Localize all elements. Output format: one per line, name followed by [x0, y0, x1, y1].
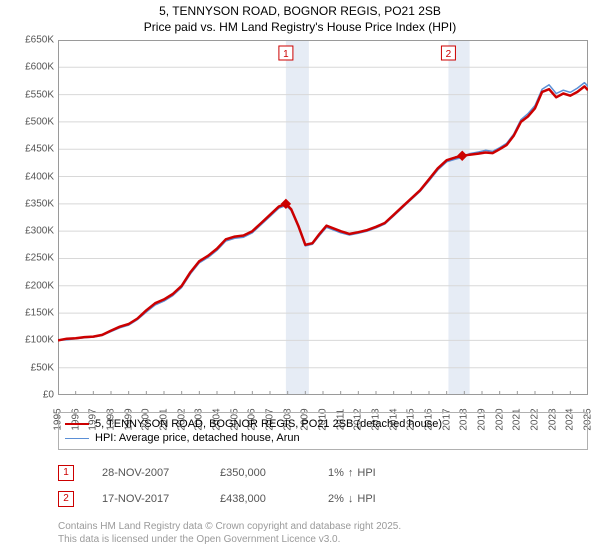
legend-swatch [65, 438, 89, 439]
transaction-row: 2 17-NOV-2017 £438,000 2% ↓HPI [58, 486, 588, 512]
title-line-2: Price paid vs. HM Land Registry's House … [0, 20, 600, 36]
transaction-price: £350,000 [220, 467, 300, 479]
y-tick-label: £250K [25, 253, 54, 264]
transaction-price: £438,000 [220, 493, 300, 505]
chart-plot-area: 12 [58, 40, 588, 395]
diff-label: HPI [357, 493, 375, 505]
transaction-row: 1 28-NOV-2007 £350,000 1% ↑HPI [58, 460, 588, 486]
legend-label: 5, TENNYSON ROAD, BOGNOR REGIS, PO21 2SB… [95, 418, 442, 430]
footer-line-2: This data is licensed under the Open Gov… [58, 533, 401, 546]
y-tick-label: £350K [25, 198, 54, 209]
footer-line-1: Contains HM Land Registry data © Crown c… [58, 520, 401, 533]
transaction-diff: 2% ↓HPI [328, 493, 376, 505]
transaction-markers: 128-NOV-2007£350,0001%↑HPI217-NOV-2017£4… [58, 460, 588, 512]
y-tick-label: £650K [25, 35, 54, 46]
legend-row: HPI: Average price, detached house, Arun [65, 431, 581, 445]
transaction-date: 17-NOV-2017 [102, 493, 192, 505]
chart-svg: 12 [58, 40, 588, 395]
legend-label: HPI: Average price, detached house, Arun [95, 432, 300, 444]
diff-label: HPI [357, 467, 375, 479]
legend-swatch [65, 423, 89, 425]
y-tick-label: £200K [25, 280, 54, 291]
transaction-badge: 2 [58, 491, 74, 507]
footer: Contains HM Land Registry data © Crown c… [58, 520, 401, 546]
y-tick-label: £450K [25, 144, 54, 155]
y-tick-label: £300K [25, 226, 54, 237]
chart-title: 5, TENNYSON ROAD, BOGNOR REGIS, PO21 2SB… [0, 0, 600, 35]
y-tick-label: £100K [25, 335, 54, 346]
y-tick-label: £50K [31, 362, 54, 373]
diff-percent: 1% [328, 467, 344, 479]
y-tick-label: £0 [43, 390, 54, 401]
diff-percent: 2% [328, 493, 344, 505]
legend-row: 5, TENNYSON ROAD, BOGNOR REGIS, PO21 2SB… [65, 417, 581, 431]
title-line-1: 5, TENNYSON ROAD, BOGNOR REGIS, PO21 2SB [0, 4, 600, 20]
y-tick-label: £600K [25, 62, 54, 73]
y-tick-label: £550K [25, 89, 54, 100]
svg-text:2: 2 [446, 49, 452, 60]
transaction-diff: 1% ↑HPI [328, 467, 376, 479]
arrow-up-icon: ↑ [348, 467, 354, 479]
svg-text:1: 1 [283, 49, 289, 60]
legend: 5, TENNYSON ROAD, BOGNOR REGIS, PO21 2SB… [58, 412, 588, 450]
arrow-down-icon: ↓ [348, 493, 354, 505]
y-tick-label: £150K [25, 308, 54, 319]
y-tick-label: £500K [25, 116, 54, 127]
y-tick-label: £400K [25, 171, 54, 182]
transaction-badge: 1 [58, 465, 74, 481]
y-axis-labels: £0£50K£100K£150K£200K£250K£300K£350K£400… [0, 40, 56, 395]
transaction-date: 28-NOV-2007 [102, 467, 192, 479]
